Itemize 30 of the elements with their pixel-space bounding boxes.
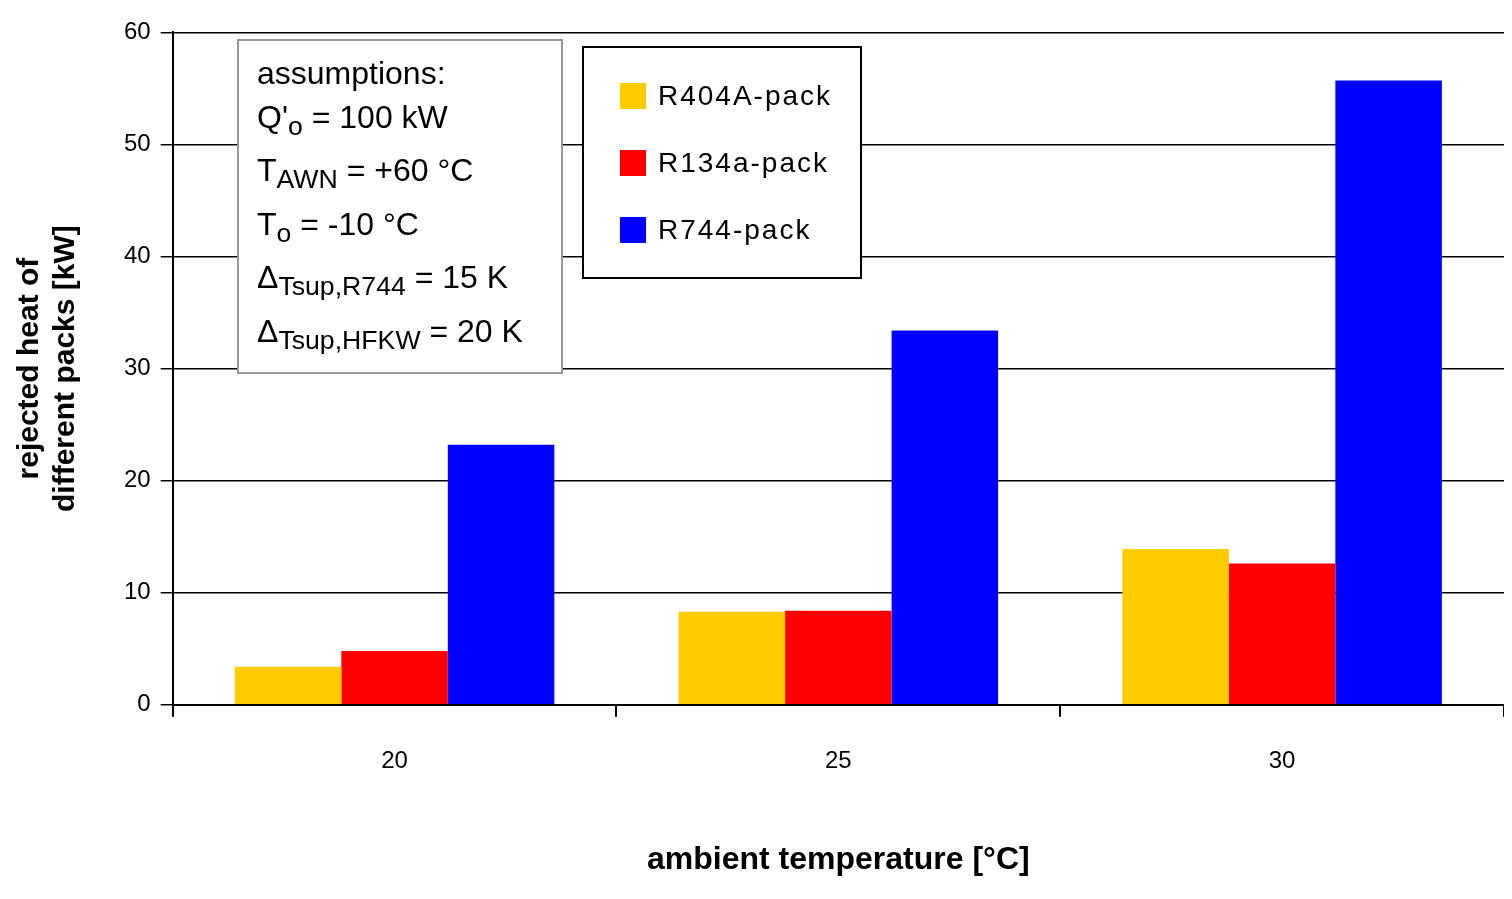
y-tick-label: 60: [123, 17, 151, 45]
y-tick-label: 0: [137, 689, 151, 717]
annotation: Q'$_{o}$ = 100 kW: [257, 98, 449, 144]
annotation: assumptions:: [257, 54, 447, 93]
annotation: T$_{AWN}$ = +60 °C: [257, 151, 475, 197]
bar: [234, 666, 342, 705]
legend-label: R134a-pack: [658, 146, 829, 179]
y-tick-label: 20: [123, 465, 151, 493]
x-tick-label: 20: [381, 745, 408, 773]
y-tick-label: 50: [123, 129, 151, 157]
bar: [1335, 80, 1442, 705]
y-tick-label: 10: [123, 577, 151, 605]
annotation: Δ$_{Tsup,R744}$ = 15 K: [257, 258, 510, 304]
bar: [678, 611, 786, 705]
y-tick-label: 40: [123, 241, 151, 269]
bar: [1122, 549, 1229, 705]
x-tick-label: 25: [825, 745, 852, 773]
x-axis-title: ambient temperature [°C]: [647, 839, 1030, 876]
bar: [1228, 563, 1336, 705]
y-tick-label: 30: [123, 353, 151, 381]
x-tick-label: 30: [1268, 745, 1296, 773]
bar: [891, 330, 999, 705]
annotation: T$_{o}$ = -10 °C: [257, 204, 420, 251]
bar: [341, 651, 448, 705]
legend-label: R404A-pack: [658, 79, 833, 112]
bar: [785, 610, 892, 705]
bar: [447, 444, 555, 705]
annotation: Δ$_{Tsup,HFKW}$ = 20 K: [257, 311, 524, 357]
legend-label: R744-pack: [658, 213, 812, 246]
y-axis-title: rejected heat of different packs [kW]: [11, 225, 81, 512]
